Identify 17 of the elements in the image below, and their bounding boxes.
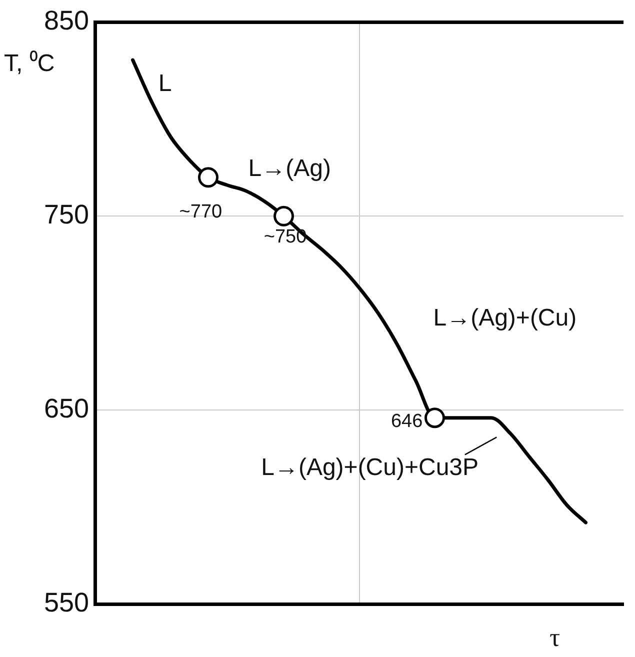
annotation: ~770 (179, 201, 222, 222)
annotation: L (158, 70, 172, 97)
annotation: 646 (390, 410, 423, 432)
y-tick-label: 650 (44, 394, 89, 424)
annotation: ~750 (264, 226, 307, 248)
line-series (131, 58, 588, 524)
y-tick-label: 850 (44, 6, 89, 36)
annotation: L→(Ag)+(Cu) (433, 304, 577, 332)
y-axis-title: T, ⁰C (4, 50, 55, 77)
y-tick-label: 550 (44, 587, 89, 618)
point (424, 408, 445, 428)
annotation: L→(Ag) (248, 155, 331, 182)
annotation: L→(Ag)+(Cu)+Cu3P (261, 454, 479, 481)
x-axis-title: τ (550, 622, 560, 652)
point (274, 206, 294, 226)
y-tick-label: 750 (44, 200, 89, 230)
point (198, 167, 218, 188)
